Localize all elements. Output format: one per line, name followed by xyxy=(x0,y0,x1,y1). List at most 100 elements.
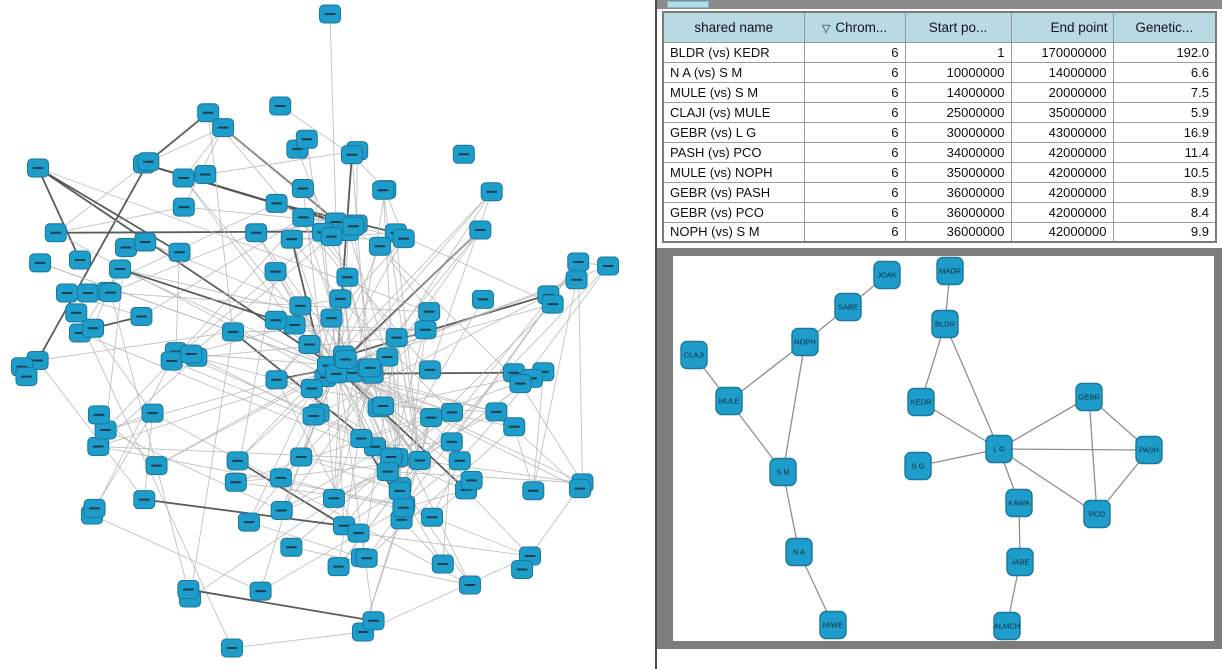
network-edge-GEBR-L G[interactable] xyxy=(998,396,1090,450)
table-cell[interactable]: 42000000 xyxy=(1010,221,1114,243)
network-edge[interactable] xyxy=(395,232,421,461)
network-edge[interactable] xyxy=(343,293,549,357)
network-node[interactable] xyxy=(420,408,443,428)
network-edge[interactable] xyxy=(152,412,471,586)
network-node[interactable] xyxy=(329,289,352,309)
network-edge[interactable] xyxy=(91,351,177,516)
table-cell[interactable]: 6 xyxy=(803,181,906,203)
table-cell[interactable]: 10.5 xyxy=(1112,161,1217,183)
network-edge[interactable] xyxy=(336,367,467,491)
network-edge[interactable] xyxy=(281,368,338,511)
network-node[interactable] xyxy=(269,96,292,116)
network-node[interactable] xyxy=(65,303,88,323)
network-edge[interactable] xyxy=(362,555,531,633)
network-edge[interactable] xyxy=(577,262,583,483)
network-edge[interactable] xyxy=(171,360,362,439)
network-node[interactable] xyxy=(298,334,321,354)
network-edge[interactable] xyxy=(331,317,392,458)
network-node[interactable] xyxy=(69,250,91,270)
table-cell[interactable]: 42000000 xyxy=(1010,201,1114,223)
table-cell[interactable]: 6 xyxy=(803,201,906,223)
network-node[interactable] xyxy=(94,420,117,440)
network-edge[interactable] xyxy=(532,279,578,491)
table-cell[interactable]: 14000000 xyxy=(1010,61,1114,83)
network-node[interactable] xyxy=(194,165,217,185)
network-node[interactable] xyxy=(141,403,164,423)
table-cell[interactable]: MULE (vs) NOPH xyxy=(662,161,805,183)
table-cell[interactable]: 6.6 xyxy=(1112,61,1217,83)
table-cell[interactable]: 6 xyxy=(803,81,906,103)
network-edge[interactable] xyxy=(36,161,150,361)
network-edge[interactable] xyxy=(248,521,363,559)
network-node-SABE[interactable]: SABE xyxy=(834,292,862,322)
network-node-S M[interactable]: S M xyxy=(769,457,797,487)
table-cell[interactable]: 6 xyxy=(803,41,906,63)
network-edge[interactable] xyxy=(110,292,301,307)
table-cell[interactable]: 6 xyxy=(803,141,906,163)
network-node[interactable] xyxy=(418,360,441,380)
network-node[interactable] xyxy=(459,575,481,595)
network-node[interactable] xyxy=(221,322,244,342)
network-node[interactable] xyxy=(265,193,288,213)
table-cell[interactable]: PASH (vs) PCO xyxy=(662,141,805,163)
network-edge[interactable] xyxy=(382,405,471,586)
network-node[interactable] xyxy=(565,270,588,290)
selected-network-canvas[interactable]: JOAK MADR SABE BLDR NOPH CLAJI MULE KEDR GEBR L G… xyxy=(673,256,1214,641)
network-node[interactable] xyxy=(460,470,483,490)
network-node[interactable] xyxy=(448,451,471,471)
network-node[interactable] xyxy=(87,437,110,457)
network-node[interactable] xyxy=(172,197,195,217)
network-node[interactable] xyxy=(77,283,99,303)
network-edge[interactable] xyxy=(143,413,153,500)
network-edge[interactable] xyxy=(55,206,184,234)
network-node-ALMCH[interactable]: ALMCH xyxy=(993,611,1021,641)
network-node[interactable] xyxy=(83,498,106,518)
network-node[interactable] xyxy=(270,500,293,520)
network-node[interactable] xyxy=(469,220,492,240)
table-cell[interactable]: 6 xyxy=(803,121,906,143)
network-node[interactable] xyxy=(368,236,391,256)
network-node-BLDR[interactable]: BLDR xyxy=(931,309,959,339)
network-node[interactable] xyxy=(245,223,268,243)
table-cell[interactable]: CLAJI (vs) MULE xyxy=(662,101,805,123)
network-node[interactable] xyxy=(87,405,110,425)
network-edge[interactable] xyxy=(237,460,345,527)
network-node[interactable] xyxy=(421,507,444,527)
network-node[interactable] xyxy=(180,344,203,364)
table-cell[interactable]: GEBR (vs) L G xyxy=(662,121,805,143)
network-edge[interactable] xyxy=(281,417,432,511)
network-edge[interactable] xyxy=(196,337,397,358)
table-cell[interactable]: 20000000 xyxy=(1010,81,1114,103)
network-node[interactable] xyxy=(177,580,200,600)
table-row[interactable]: NOPH (vs) S M 6 36000000 42000000 9.9 xyxy=(662,221,1217,243)
network-edge[interactable] xyxy=(276,379,421,461)
network-edge[interactable] xyxy=(347,231,421,461)
network-node[interactable] xyxy=(292,207,315,227)
network-edge-NOPH-S M[interactable] xyxy=(782,341,806,473)
network-edge[interactable] xyxy=(91,514,261,592)
network-edge[interactable] xyxy=(333,460,420,499)
network-node[interactable] xyxy=(289,296,312,316)
network-node[interactable] xyxy=(355,548,378,568)
network-edge[interactable] xyxy=(110,232,257,294)
network-node[interactable] xyxy=(414,320,437,340)
table-cell[interactable]: BLDR (vs) KEDR xyxy=(662,41,805,63)
network-edge[interactable] xyxy=(37,331,234,361)
network-edge[interactable] xyxy=(275,271,338,369)
network-node[interactable] xyxy=(568,479,591,499)
network-node-MADR[interactable]: MADR xyxy=(936,256,964,286)
network-edge[interactable] xyxy=(105,429,282,511)
network-edge[interactable] xyxy=(366,426,515,559)
network-edge[interactable] xyxy=(248,456,302,523)
network-edge[interactable] xyxy=(190,353,314,417)
network-edge[interactable] xyxy=(379,245,521,384)
network-edge-PASH-L G[interactable] xyxy=(998,448,1150,451)
table-cell[interactable]: 1 xyxy=(904,41,1012,63)
network-node[interactable] xyxy=(15,367,38,387)
network-node[interactable] xyxy=(418,302,441,322)
network-edge[interactable] xyxy=(235,271,277,483)
network-node[interactable] xyxy=(212,118,235,138)
network-node[interactable] xyxy=(334,349,357,369)
table-cell[interactable]: 30000000 xyxy=(904,121,1012,143)
network-node[interactable] xyxy=(237,512,260,532)
